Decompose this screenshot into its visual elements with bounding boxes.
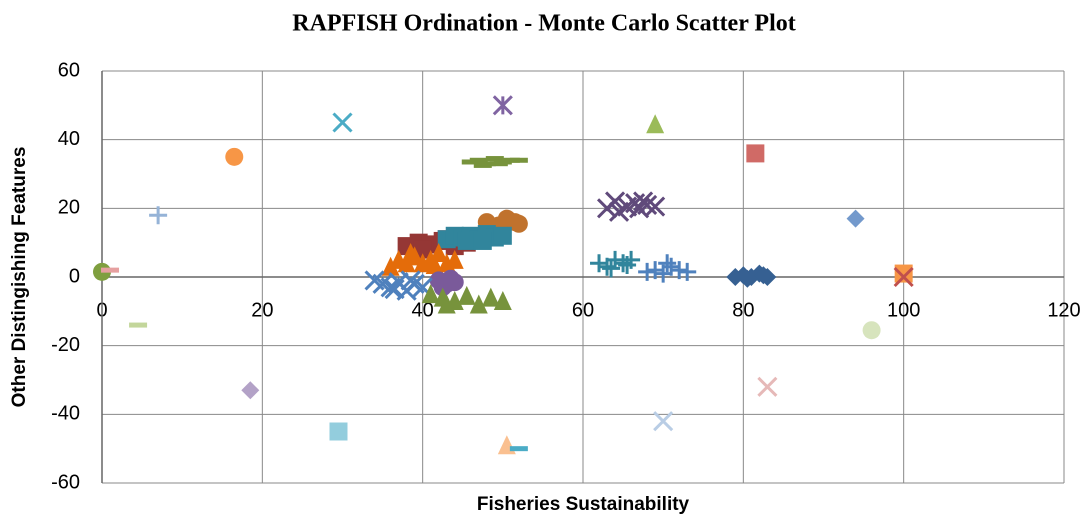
x-tick-label: 120 [1047,299,1080,321]
y-axis-title: Other Distingishing Features [9,147,30,408]
y-tick-label: 0 [69,265,80,287]
x-tick-label: 20 [251,299,273,321]
marker [241,381,260,400]
marker [493,291,512,311]
marker [609,201,630,222]
marker [757,376,778,397]
marker [397,253,416,273]
marker [606,250,625,269]
marker [662,257,681,276]
marker [509,214,528,233]
marker [489,161,508,167]
marker [754,266,773,285]
marker [497,435,516,455]
marker [738,269,757,288]
marker [614,254,633,273]
marker [638,262,657,281]
marker [400,270,421,291]
marker [646,261,665,280]
marker [441,269,460,288]
y-tick-label: -60 [51,471,80,493]
x-tick-label: 40 [412,299,434,321]
chart-title: RAPFISH Ordination - Monte Carlo Scatter… [292,11,796,37]
marker [469,157,488,163]
marker [485,156,504,162]
marker [469,294,488,314]
marker [421,284,440,304]
marker [381,256,400,276]
y-tick-label: 20 [58,197,80,219]
marker [509,157,528,163]
marker [473,162,492,168]
marker [509,446,528,452]
marker [332,112,353,133]
marker [746,144,765,163]
x-axis-title: Fisheries Sustainability [477,494,690,515]
marker [329,422,348,441]
marker [633,191,654,212]
marker [646,114,665,134]
marker [893,266,914,288]
marker [492,95,513,116]
marker [473,231,492,250]
marker [425,254,444,274]
y-tick-label: -40 [51,403,80,425]
marker [645,196,666,217]
marker [590,254,609,273]
x-tick-label: 100 [887,299,920,321]
marker [457,285,476,305]
marker [225,147,244,166]
y-tick-label: -20 [51,334,80,356]
marker [846,209,865,228]
marker [618,255,637,274]
marker [129,322,148,328]
marker [653,411,674,432]
y-tick-label: 60 [58,59,80,81]
marker [894,264,913,283]
marker [101,267,120,273]
marker [384,278,405,300]
marker [493,226,512,245]
marker [862,321,881,340]
marker [437,294,456,314]
marker [605,191,626,212]
marker [149,206,168,225]
y-tick-label: 40 [58,128,80,150]
marker [457,231,476,250]
marker [658,254,677,273]
marker [602,259,621,278]
marker [678,262,697,281]
marker [401,242,420,262]
x-tick-label: 60 [572,299,594,321]
marker [445,249,464,269]
x-tick-label: 80 [732,299,754,321]
marker [670,261,689,280]
marker [481,287,500,307]
